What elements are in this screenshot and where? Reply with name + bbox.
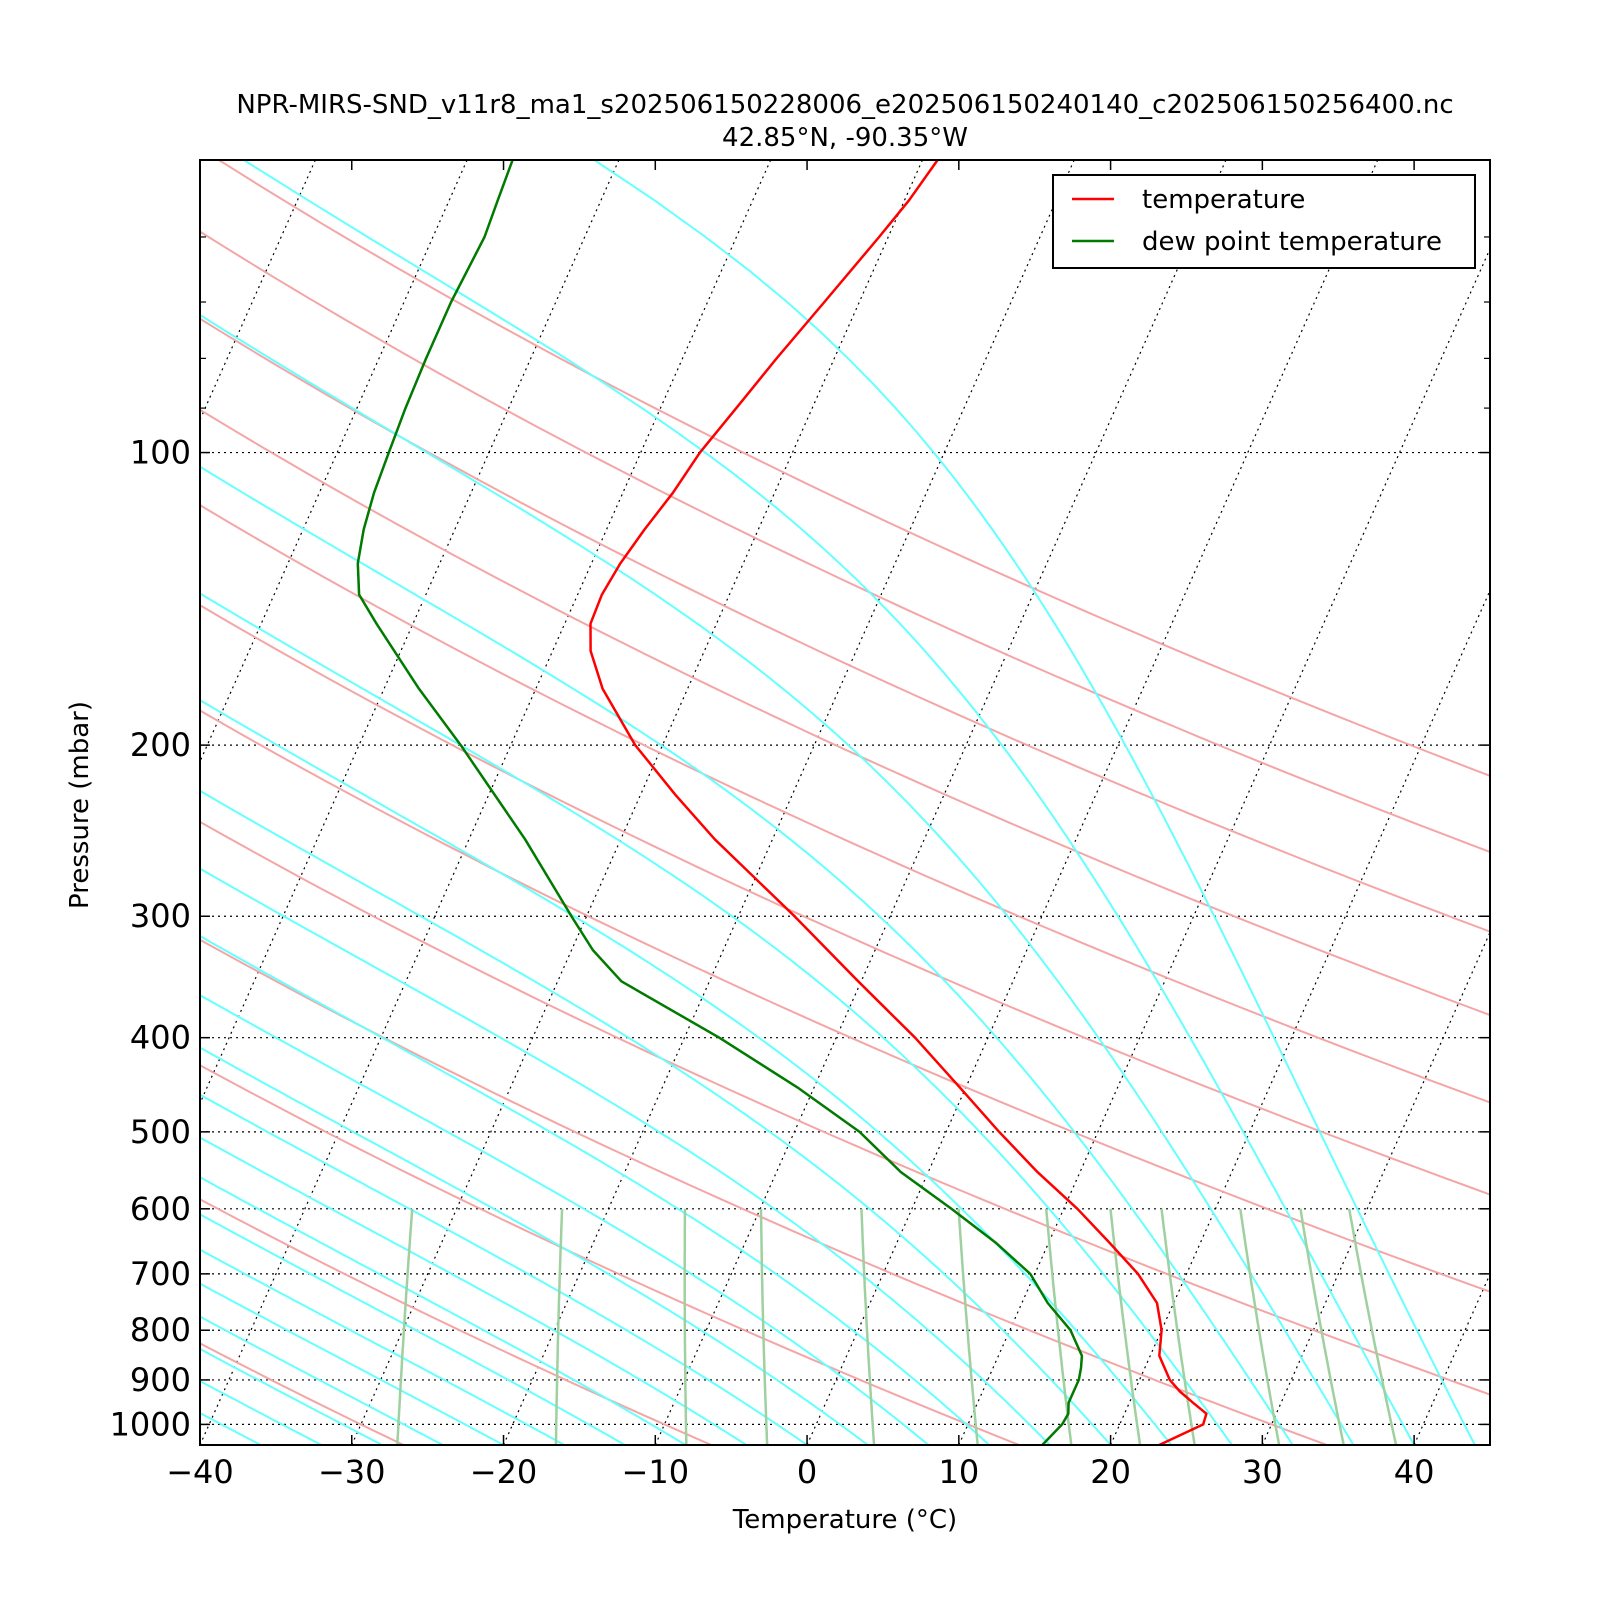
moist-adiabat	[593, 160, 1476, 1445]
y-tick-label: 600	[130, 1190, 191, 1228]
x-axis-label: Temperature (°C)	[732, 1505, 957, 1535]
moist-adiabat	[200, 994, 930, 1445]
chart-title: NPR-MIRS-SND_v11r8_ma1_s202506150228006_…	[236, 90, 1453, 120]
dry-adiabat	[200, 604, 1490, 1196]
dry-adiabat	[200, 1198, 712, 1445]
moist-adiabat	[200, 867, 1051, 1445]
mixing-ratio-line	[396, 1208, 414, 1445]
moist-adiabat-lines	[200, 160, 1476, 1445]
y-tick-label: 700	[130, 1255, 191, 1293]
mixing-ratio-line	[1160, 1208, 1196, 1445]
moist-adiabat	[200, 1176, 687, 1445]
isotherm-50	[1566, 160, 1600, 1445]
dry-adiabat	[218, 160, 1490, 777]
mixing-ratio-line	[1239, 1208, 1281, 1445]
isobar-grid	[200, 451, 1490, 1426]
legend-box	[1052, 174, 1476, 269]
moist-adiabat	[200, 789, 1112, 1445]
dry-adiabat	[200, 230, 1490, 854]
isotherm-30	[1261, 930, 1490, 1445]
y-tick-label: 1000	[110, 1405, 191, 1443]
x-tick-label: 20	[1090, 1453, 1131, 1491]
mixing-ratio-line	[554, 1208, 564, 1445]
isotherm-40	[1413, 1272, 1490, 1445]
x-tick-label: −40	[166, 1453, 234, 1491]
dry-adiabat	[200, 938, 1328, 1445]
x-tick-label: 30	[1242, 1453, 1283, 1491]
series-line-dewpoint	[356, 160, 1084, 1445]
moist-adiabat	[200, 1379, 322, 1445]
mixing-ratio-line	[759, 1208, 769, 1445]
plot-frame	[199, 159, 1491, 1446]
mixing-ratio-line	[1299, 1208, 1345, 1445]
mixing-ratio-line	[860, 1208, 876, 1445]
chart-subtitle: 42.85°N, -90.35°W	[722, 123, 968, 153]
x-tick-label: −30	[318, 1453, 386, 1491]
mixing-ratio-line	[1109, 1208, 1142, 1445]
isotherm--30	[351, 160, 923, 1445]
isotherm-10	[958, 247, 1490, 1445]
dry-adiabat	[200, 1342, 405, 1445]
moist-adiabat	[200, 1282, 504, 1445]
moist-adiabat	[200, 1136, 747, 1445]
series-line-temperature	[589, 160, 1208, 1445]
moist-adiabat	[200, 698, 1173, 1445]
mixing-ratio-line	[1347, 1208, 1398, 1445]
isotherm--90	[0, 160, 12, 1445]
x-tick-label: 10	[938, 1453, 979, 1491]
dry-adiabat	[200, 408, 1490, 1017]
legend-label-temperature: temperature	[1142, 185, 1305, 215]
moist-adiabat	[200, 1248, 565, 1445]
isotherm--60	[200, 160, 468, 763]
mixing-ratio-line	[957, 1208, 979, 1445]
dry-adiabat	[200, 503, 1490, 1104]
moist-adiabat	[243, 160, 1415, 1445]
series-lines	[356, 160, 1208, 1445]
isotherm--50	[200, 160, 620, 1105]
y-tick-label: 500	[130, 1113, 191, 1151]
isotherm-20	[1110, 589, 1490, 1445]
moist-adiabat	[200, 1347, 383, 1445]
moist-adiabat	[200, 1443, 201, 1445]
x-tick-label: −20	[470, 1453, 538, 1491]
y-tick-label: 800	[130, 1311, 191, 1349]
y-tick-label: 100	[130, 434, 191, 472]
x-tick-label: 0	[797, 1453, 817, 1491]
moist-adiabat	[200, 313, 1355, 1445]
y-axis-ticks: 100 200 300 400 500 600 700 800 900 1000	[110, 159, 1490, 1443]
mixing-ratio-lines	[396, 1208, 1398, 1445]
moist-adiabat	[200, 1213, 626, 1445]
isotherm-0	[806, 160, 1379, 1445]
moist-adiabat	[200, 1093, 808, 1445]
y-axis-label: Pressure (mbar)	[65, 701, 95, 909]
dry-adiabat	[200, 820, 1490, 1396]
isotherm--10	[654, 160, 1227, 1445]
moist-adiabat	[200, 1315, 444, 1445]
legend-label-dewpoint: dew point temperature	[1142, 227, 1442, 257]
x-tick-label: 40	[1394, 1453, 1435, 1491]
x-axis-ticks: −40 −30 −20 −10 0 10 20 30 40	[166, 160, 1434, 1491]
dry-adiabat	[200, 317, 1490, 933]
moist-adiabat	[200, 592, 1233, 1445]
moist-adiabat	[200, 934, 990, 1445]
isotherm--40	[200, 160, 772, 1445]
legend: temperature dew point temperature	[1052, 174, 1476, 269]
isotherm--20	[502, 160, 1075, 1445]
x-tick-label: −10	[622, 1453, 690, 1491]
mixing-ratio-line	[683, 1208, 688, 1445]
dry-adiabat	[200, 1064, 1020, 1445]
y-tick-label: 400	[130, 1019, 191, 1057]
moist-adiabat	[200, 1046, 869, 1445]
y-tick-label: 200	[130, 726, 191, 764]
isotherm--70	[200, 160, 316, 422]
y-tick-label: 900	[130, 1361, 191, 1399]
plot-area	[0, 160, 1600, 1445]
isotherm-lines	[0, 160, 1600, 1445]
dry-adiabat	[200, 709, 1490, 1293]
dry-adiabat-lines	[200, 160, 1490, 1445]
y-tick-label: 300	[130, 897, 191, 935]
moist-adiabat	[200, 465, 1294, 1445]
